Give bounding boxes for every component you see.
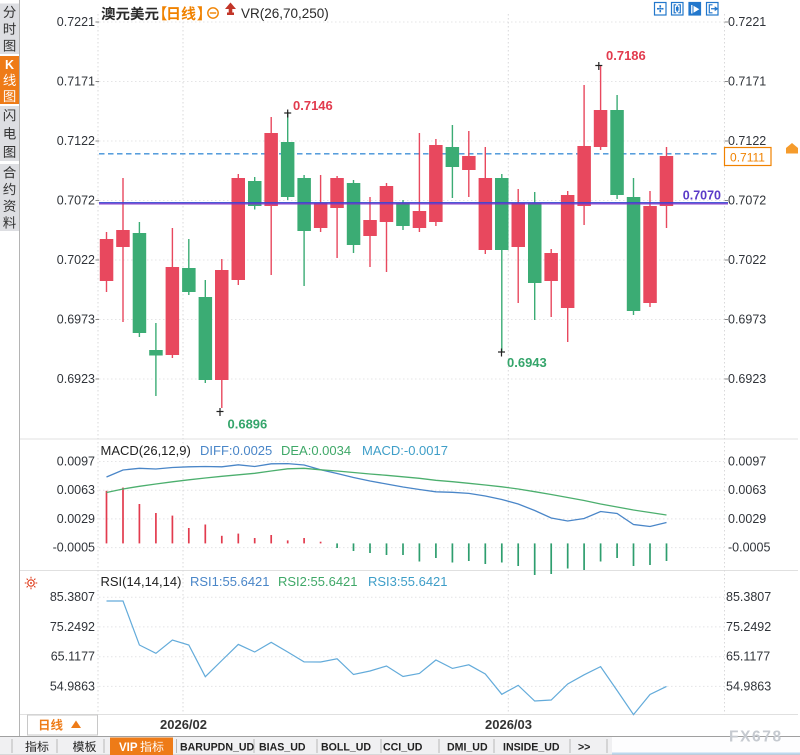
svg-text:2026/02: 2026/02 [160, 717, 207, 732]
svg-text:0.0097: 0.0097 [728, 455, 766, 469]
svg-text:RSI1:55.6421: RSI1:55.6421 [190, 574, 270, 589]
svg-text:65.1177: 65.1177 [726, 650, 770, 664]
svg-text:85.3807: 85.3807 [726, 590, 771, 604]
svg-text:>>: >> [578, 742, 590, 754]
svg-text:RSI(14,14,14): RSI(14,14,14) [101, 574, 182, 589]
svg-text:0.6973: 0.6973 [728, 313, 766, 327]
svg-text:VIP: VIP [119, 742, 138, 754]
svg-text:DIFF:0.0025: DIFF:0.0025 [200, 443, 272, 458]
svg-text:54.9863: 54.9863 [50, 679, 95, 693]
svg-text:0.6896: 0.6896 [228, 417, 268, 432]
svg-text:0.7072: 0.7072 [728, 194, 766, 208]
svg-text:75.2492: 75.2492 [50, 620, 95, 634]
svg-text:0.6973: 0.6973 [57, 313, 95, 327]
svg-text:BARUPDN_UD: BARUPDN_UD [180, 742, 255, 754]
svg-text:-0.0005: -0.0005 [53, 541, 95, 555]
svg-text:0.7186: 0.7186 [606, 48, 646, 63]
svg-text:0.7022: 0.7022 [57, 253, 95, 267]
svg-text:INSIDE_UD: INSIDE_UD [503, 742, 560, 754]
svg-text:0.7122: 0.7122 [57, 134, 95, 148]
svg-text:0.7111: 0.7111 [730, 151, 765, 165]
svg-text:RSI3:55.6421: RSI3:55.6421 [368, 574, 448, 589]
svg-text:0.0063: 0.0063 [728, 483, 766, 497]
svg-text:0.0097: 0.0097 [57, 455, 95, 469]
svg-text:RSI2:55.6421: RSI2:55.6421 [278, 574, 358, 589]
svg-text:0.7072: 0.7072 [57, 194, 95, 208]
svg-text:CCI_UD: CCI_UD [383, 742, 423, 754]
svg-text:FX678: FX678 [729, 729, 783, 746]
svg-text:0.7221: 0.7221 [728, 15, 766, 29]
svg-text:VR(26,70,250): VR(26,70,250) [241, 6, 329, 21]
svg-text:MACD(26,12,9): MACD(26,12,9) [101, 443, 191, 458]
svg-text:BOLL_UD: BOLL_UD [321, 742, 371, 754]
svg-text:0.7171: 0.7171 [57, 75, 95, 89]
svg-text:DMI_UD: DMI_UD [447, 742, 488, 754]
svg-text:0.7070: 0.7070 [683, 189, 721, 203]
svg-text:DEA:0.0034: DEA:0.0034 [281, 443, 351, 458]
svg-text:85.3807: 85.3807 [50, 590, 95, 604]
svg-text:75.2492: 75.2492 [726, 620, 771, 634]
svg-text:54.9863: 54.9863 [726, 679, 771, 693]
svg-text:0.6923: 0.6923 [728, 372, 766, 386]
svg-text:0.0029: 0.0029 [728, 512, 766, 526]
svg-text:0.7171: 0.7171 [728, 75, 766, 89]
svg-text:0.7022: 0.7022 [728, 253, 766, 267]
svg-text:BIAS_UD: BIAS_UD [259, 742, 306, 754]
svg-text:65.1177: 65.1177 [51, 650, 95, 664]
svg-text:2026/03: 2026/03 [485, 717, 532, 732]
svg-text:0.7221: 0.7221 [57, 15, 95, 29]
svg-text:0.7122: 0.7122 [728, 134, 766, 148]
svg-text:0.6943: 0.6943 [507, 355, 547, 370]
svg-text:0.7146: 0.7146 [293, 98, 333, 113]
svg-text:-0.0005: -0.0005 [728, 541, 770, 555]
svg-text:MACD:-0.0017: MACD:-0.0017 [362, 443, 448, 458]
svg-text:0.6923: 0.6923 [57, 372, 95, 386]
svg-text:0.0029: 0.0029 [57, 512, 95, 526]
svg-text:K: K [5, 58, 14, 72]
svg-text:0.0063: 0.0063 [57, 483, 95, 497]
